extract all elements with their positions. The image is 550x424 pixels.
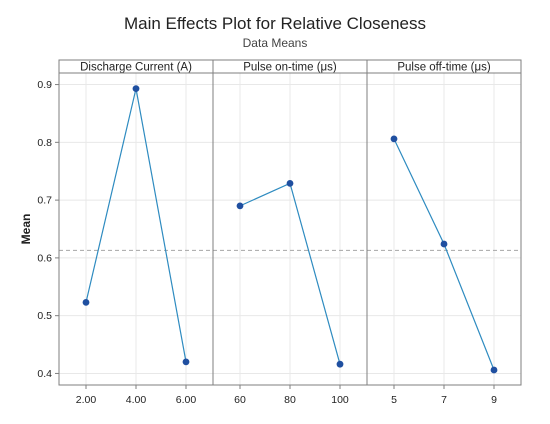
data-point [336,360,344,368]
data-point [390,135,398,143]
plot-area: 0.4 0.5 0.6 0.7 0.8 0.9 Discharge Current (A) 2… [37,59,522,406]
x-tick-label: 60 [234,394,246,406]
data-point [440,240,448,248]
x-tick-label: 80 [284,394,296,406]
x-tick-label: 4.00 [126,394,147,406]
panel-label: Pulse off-time (μs) [397,62,490,74]
chart-title: Main Effects Plot for Relative Closeness [124,14,426,33]
data-point [82,298,90,306]
data-point [490,366,498,374]
x-tick-label: 6.00 [176,394,197,406]
x-tick-label: 100 [331,394,349,406]
panel-label: Discharge Current (A) [80,62,192,74]
chart-subtitle: Data Means [243,36,308,50]
x-tick-label: 5 [391,394,397,406]
data-point [182,358,190,366]
x-tick-label: 7 [441,394,447,406]
y-tick-label: 0.9 [37,79,52,91]
data-point [286,179,294,187]
data-point [132,85,140,92]
y-tick-label: 0.5 [37,310,52,322]
panel-frame [366,72,522,386]
y-axis-label: Mean [19,214,33,245]
panel-label: Pulse on-time (μs) [243,62,337,74]
y-tick-label: 0.6 [37,252,52,264]
x-tick-label: 9 [491,394,497,406]
data-point [236,202,244,210]
x-tick-label: 2.00 [76,394,97,406]
y-tick-label: 0.4 [37,368,52,380]
y-tick-label: 0.7 [37,195,52,207]
y-tick-label: 0.8 [37,137,52,149]
